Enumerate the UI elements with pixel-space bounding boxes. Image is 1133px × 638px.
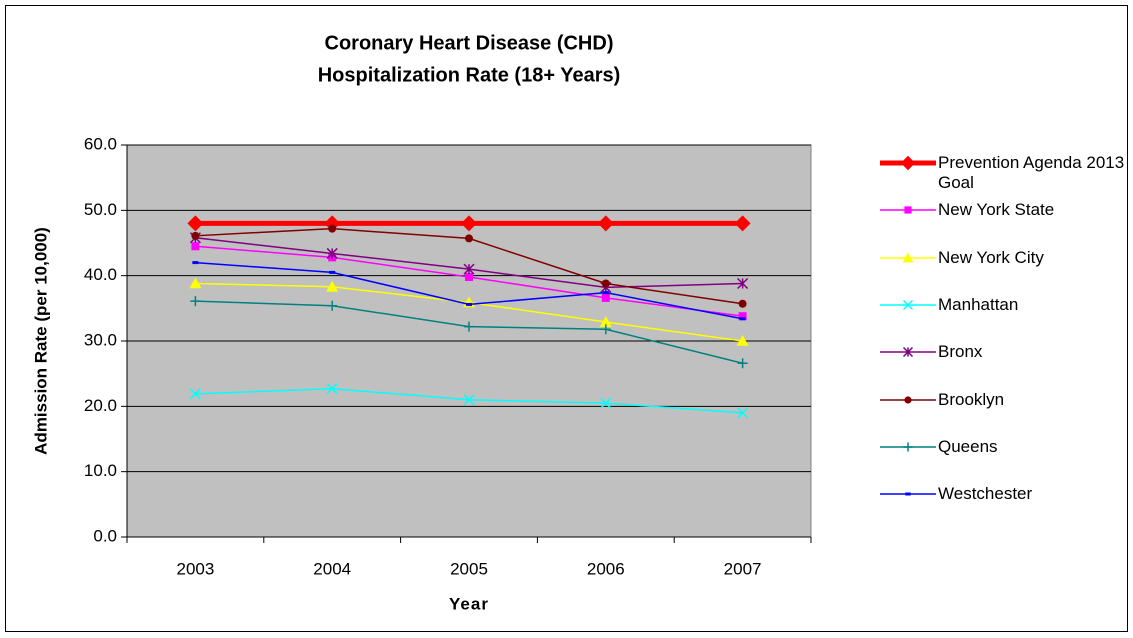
legend-item: New York State [878, 200, 1128, 220]
legend-label: Brooklyn [938, 389, 1005, 409]
marker [738, 299, 747, 308]
legend-label: Westchester [938, 484, 1033, 504]
y-axis-label: Admission Rate (per 10,000) [31, 227, 50, 455]
marker [737, 358, 748, 369]
y-tick-label: 30.0 [84, 330, 117, 349]
marker [324, 215, 341, 232]
marker [737, 407, 749, 419]
legend-label: Manhattan [938, 294, 1019, 314]
legend-item: Bronx [878, 342, 1128, 362]
marker [905, 492, 911, 496]
legend-label: New York State [938, 200, 1055, 220]
x-tick-label: 2003 [176, 559, 214, 578]
x-axis-label: Year [449, 594, 489, 613]
marker [904, 395, 912, 404]
legend-swatch [880, 347, 936, 358]
marker [329, 270, 336, 274]
marker [189, 388, 201, 400]
marker [466, 302, 472, 306]
chart-title: Hospitalization Rate (18+ Years) [318, 64, 621, 86]
marker [600, 324, 611, 335]
marker [327, 300, 338, 311]
marker [900, 155, 916, 171]
marker [465, 272, 473, 281]
marker [738, 312, 747, 321]
legend-swatch [880, 155, 936, 171]
legend-label: Bronx [938, 342, 983, 362]
marker [464, 321, 474, 332]
marker [192, 261, 199, 265]
marker [903, 442, 913, 452]
legend-swatch [880, 442, 936, 452]
legend-swatch [880, 206, 936, 214]
marker [601, 293, 610, 302]
marker [902, 347, 914, 358]
legend-item: New York City [878, 248, 1128, 268]
legend-item: Manhattan [878, 295, 1128, 315]
legend-label: New York City [938, 247, 1044, 267]
legend-item: Westchester [878, 484, 1128, 504]
legend-label: Prevention Agenda 2013 Goal [938, 153, 1125, 192]
marker [599, 316, 612, 327]
legend-item: Queens [878, 437, 1128, 457]
marker [326, 280, 339, 292]
marker [600, 397, 612, 409]
marker [326, 247, 338, 259]
legend-label: Queens [938, 436, 998, 456]
marker [328, 224, 337, 233]
legend-swatch [880, 252, 936, 262]
marker [602, 291, 609, 295]
marker [191, 242, 200, 251]
marker [461, 215, 477, 232]
marker [465, 234, 473, 243]
marker [463, 263, 475, 275]
x-tick-label: 2006 [587, 559, 625, 578]
marker [739, 317, 746, 321]
y-tick-label: 60.0 [84, 134, 117, 153]
marker [326, 383, 338, 395]
marker [597, 215, 614, 232]
marker [463, 394, 475, 406]
y-tick-label: 10.0 [84, 461, 117, 480]
marker [187, 215, 204, 232]
y-tick-label: 0.0 [93, 526, 117, 545]
marker [601, 279, 610, 288]
marker [191, 231, 200, 240]
x-tick-label: 2005 [450, 559, 488, 578]
chart-title: Coronary Heart Disease (CHD) [325, 32, 614, 54]
marker [737, 277, 749, 290]
marker [736, 335, 749, 346]
x-tick-label: 2007 [724, 559, 762, 578]
marker [189, 277, 202, 289]
legend-swatch [880, 395, 936, 404]
legend-item: Prevention Agenda 2013 Goal [878, 153, 1128, 193]
marker [734, 215, 751, 232]
legend-swatch [880, 492, 936, 496]
x-tick-label: 2004 [313, 559, 351, 578]
marker [904, 206, 912, 214]
marker [902, 252, 914, 262]
y-tick-label: 20.0 [84, 396, 117, 415]
marker [902, 299, 914, 310]
y-tick-label: 50.0 [84, 200, 117, 219]
legend-swatch [880, 299, 936, 310]
marker [190, 296, 201, 307]
legend-item: Brooklyn [878, 390, 1128, 410]
y-tick-label: 40.0 [84, 265, 117, 284]
